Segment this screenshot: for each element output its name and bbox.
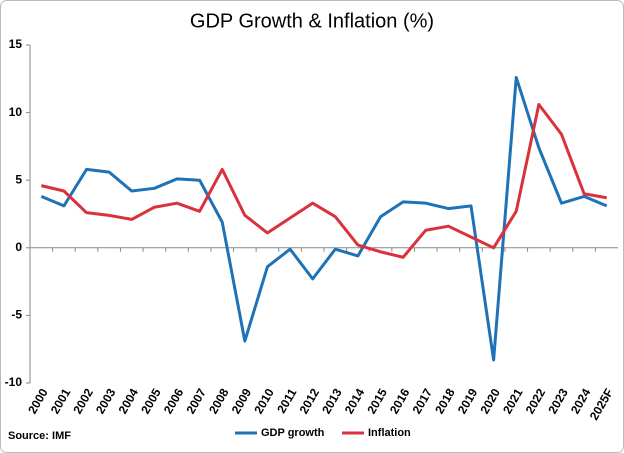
y-tick-label: -10 (5, 375, 23, 389)
y-tick-label: -5 (11, 308, 22, 322)
line-series (40, 102, 607, 259)
chart-title: GDP Growth & Inflation (%) (190, 10, 434, 32)
source: Source: IMF (8, 430, 71, 442)
legend-label: GDP growth (261, 427, 325, 439)
line-series (40, 75, 608, 362)
y-tick-label: 5 (15, 172, 22, 186)
y-tick-label: 0 (15, 240, 22, 254)
legend-label: Inflation (368, 427, 411, 439)
y-tick-label: 10 (9, 105, 23, 119)
y-tick-label: 15 (9, 37, 23, 51)
